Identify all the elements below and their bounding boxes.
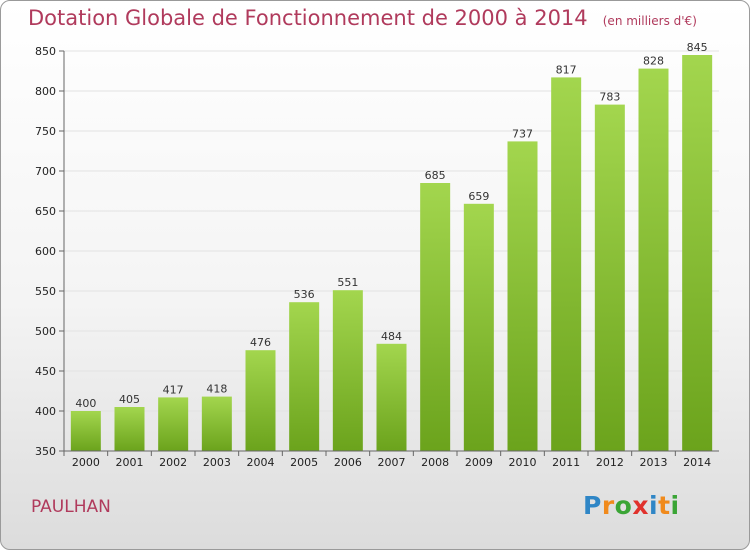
- value-label-2012: 783: [599, 91, 620, 104]
- y-tick-label: 850: [35, 45, 56, 58]
- x-tick-label-2011: 2011: [552, 456, 580, 469]
- value-label-2001: 405: [119, 393, 140, 406]
- x-tick-label-2003: 2003: [203, 456, 231, 469]
- x-tick-label-2012: 2012: [596, 456, 624, 469]
- x-tick-label-2004: 2004: [247, 456, 275, 469]
- bar-2007: [376, 343, 407, 451]
- bar-layer: 400 405 417 418 476 536 551 484 685 659 737 817 783 8…: [70, 41, 713, 452]
- x-tick-label-2014: 2014: [683, 456, 711, 469]
- value-label-2013: 828: [643, 55, 664, 68]
- x-tick-label-2007: 2007: [378, 456, 406, 469]
- y-tick-label: 450: [35, 365, 56, 378]
- y-tick-label: 600: [35, 245, 56, 258]
- bar-2002: [158, 397, 189, 451]
- value-label-2010: 737: [512, 127, 533, 140]
- bar-2013: [638, 68, 669, 451]
- logo-letter: x: [632, 491, 649, 520]
- y-tick-label: 400: [35, 405, 56, 418]
- commune-name: PAULHAN: [31, 497, 111, 517]
- value-label-2003: 418: [206, 383, 227, 396]
- y-tick-label: 700: [35, 165, 56, 178]
- logo-letter: r: [601, 491, 615, 520]
- x-tick-label-2002: 2002: [159, 456, 187, 469]
- value-label-2011: 817: [556, 63, 577, 76]
- chart-title: Dotation Globale de Fonctionnement de 20…: [28, 6, 697, 30]
- x-tick-label-2008: 2008: [421, 456, 449, 469]
- bar-2005: [289, 302, 320, 451]
- bar-2010: [507, 141, 538, 451]
- x-tick-label-2013: 2013: [640, 456, 668, 469]
- value-label-2005: 536: [294, 288, 315, 301]
- y-tick-label: 650: [35, 205, 56, 218]
- bar-2000: [70, 411, 101, 451]
- value-label-2008: 685: [425, 169, 446, 182]
- chart-unit-text: (en milliers d'€): [602, 14, 697, 28]
- y-tick-label: 750: [35, 125, 56, 138]
- bar-2014: [682, 55, 713, 451]
- y-tick-label: 500: [35, 325, 56, 338]
- logo-letter: i: [670, 491, 680, 520]
- x-tick-label-2000: 2000: [72, 456, 100, 469]
- y-tick-label: 800: [35, 85, 56, 98]
- bar-2006: [332, 290, 363, 451]
- bar-2012: [594, 104, 625, 451]
- y-tick-label: 350: [35, 445, 56, 458]
- bar-2011: [551, 77, 582, 452]
- proxiti-logo[interactable]: Proxiti: [583, 491, 680, 520]
- bar-2004: [245, 350, 276, 451]
- bar-2003: [201, 396, 232, 451]
- logo-letter: o: [614, 491, 633, 520]
- value-label-2006: 551: [337, 276, 358, 289]
- value-label-2004: 476: [250, 336, 271, 349]
- value-label-2014: 845: [687, 41, 708, 54]
- value-label-2000: 400: [75, 397, 96, 410]
- x-tick-label-2010: 2010: [509, 456, 537, 469]
- y-tick-label: 550: [35, 285, 56, 298]
- x-tick-label-2009: 2009: [465, 456, 493, 469]
- value-label-2002: 417: [163, 383, 184, 396]
- logo-letter: t: [658, 491, 671, 520]
- bar-2001: [114, 407, 145, 451]
- value-label-2007: 484: [381, 330, 402, 343]
- chart-title-text: Dotation Globale de Fonctionnement de 20…: [28, 6, 588, 30]
- x-tick-label-2006: 2006: [334, 456, 362, 469]
- bar-2008: [420, 183, 451, 451]
- x-tick-label-2005: 2005: [290, 456, 318, 469]
- bar-2009: [463, 203, 494, 451]
- x-tick-label-2001: 2001: [116, 456, 144, 469]
- logo-letter: i: [649, 491, 659, 520]
- axis-layer: 350 400 450 500 550 600 650 700 750 800 850 2000 200…: [35, 45, 719, 469]
- logo-letter: P: [583, 491, 602, 520]
- value-label-2009: 659: [468, 190, 489, 203]
